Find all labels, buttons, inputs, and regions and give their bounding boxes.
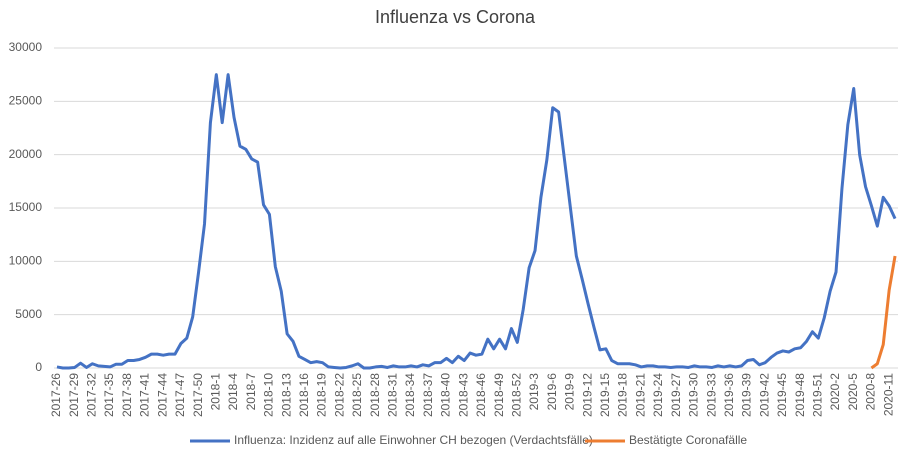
x-tick-label: 2019-36 — [722, 373, 736, 417]
x-tick-label: 2018-7 — [244, 373, 258, 411]
x-tick-label: 2018-46 — [474, 373, 488, 417]
x-tick-label: 2018-19 — [315, 373, 329, 417]
x-tick-label: 2019-15 — [598, 373, 612, 417]
x-tick-label: 2018-28 — [368, 373, 382, 417]
x-tick-label: 2018-31 — [386, 373, 400, 417]
x-tick-label: 2018-25 — [350, 373, 364, 417]
x-tick-label: 2020-5 — [846, 373, 860, 411]
x-tick-label: 2019-45 — [775, 373, 789, 417]
x-tick-label: 2018-16 — [297, 373, 311, 417]
y-tick-label: 0 — [35, 360, 42, 374]
x-tick-label: 2018-1 — [208, 373, 222, 411]
x-tick-label: 2017-29 — [67, 373, 81, 417]
x-tick-label: 2019-27 — [669, 373, 683, 417]
x-tick-label: 2018-37 — [421, 373, 435, 417]
x-tick-label: 2017-26 — [49, 373, 63, 417]
y-tick-label: 25000 — [9, 94, 43, 108]
chart-title: Influenza vs Corona — [375, 7, 536, 27]
x-tick-label: 2019-39 — [740, 373, 754, 417]
series-line — [56, 73, 897, 370]
y-tick-label: 20000 — [9, 147, 43, 161]
x-tick-label: 2017-44 — [155, 373, 169, 417]
legend-label: Influenza: Inzidenz auf alle Einwohner C… — [234, 433, 593, 447]
x-tick-label: 2019-42 — [757, 373, 771, 417]
legend-label: Bestätigte Coronafälle — [629, 433, 747, 447]
x-tick-label: 2017-50 — [191, 373, 205, 417]
x-tick-label: 2019-51 — [810, 373, 824, 417]
x-tick-label: 2020-11 — [881, 373, 895, 416]
x-tick-label: 2019-30 — [687, 373, 701, 417]
x-tick-label: 2018-13 — [279, 373, 293, 417]
x-tick-label: 2018-43 — [456, 373, 470, 417]
y-tick-label: 10000 — [9, 254, 43, 268]
x-tick-label: 2019-12 — [580, 373, 594, 417]
y-tick-label: 5000 — [15, 307, 42, 321]
y-tick-label: 30000 — [9, 40, 43, 54]
x-tick-label: 2017-32 — [85, 373, 99, 417]
x-tick-label: 2018-34 — [403, 373, 417, 417]
x-tick-label: 2018-22 — [332, 373, 346, 417]
x-tick-label: 2020-8 — [864, 373, 878, 411]
x-tick-label: 2017-41 — [138, 373, 152, 417]
x-tick-label: 2017-38 — [120, 373, 134, 417]
x-tick-label: 2017-47 — [173, 373, 187, 417]
x-tick-label: 2017-35 — [102, 373, 116, 417]
x-tick-label: 2019-24 — [651, 373, 665, 417]
x-tick-label: 2019-6 — [545, 373, 559, 411]
x-tick-label: 2018-52 — [509, 373, 523, 417]
x-tick-label: 2020-2 — [828, 373, 842, 411]
x-tick-label: 2019-48 — [793, 373, 807, 417]
x-tick-label: 2018-4 — [226, 373, 240, 411]
x-tick-label: 2019-9 — [563, 373, 577, 411]
x-tick-label: 2018-10 — [262, 373, 276, 417]
x-tick-label: 2019-18 — [616, 373, 630, 417]
x-tick-label: 2019-21 — [633, 373, 647, 417]
x-tick-label: 2018-49 — [492, 373, 506, 417]
series-line — [870, 255, 897, 370]
y-tick-label: 15000 — [9, 200, 43, 214]
x-tick-label: 2019-3 — [527, 373, 541, 411]
x-tick-label: 2018-40 — [439, 373, 453, 417]
x-tick-label: 2019-33 — [704, 373, 718, 417]
